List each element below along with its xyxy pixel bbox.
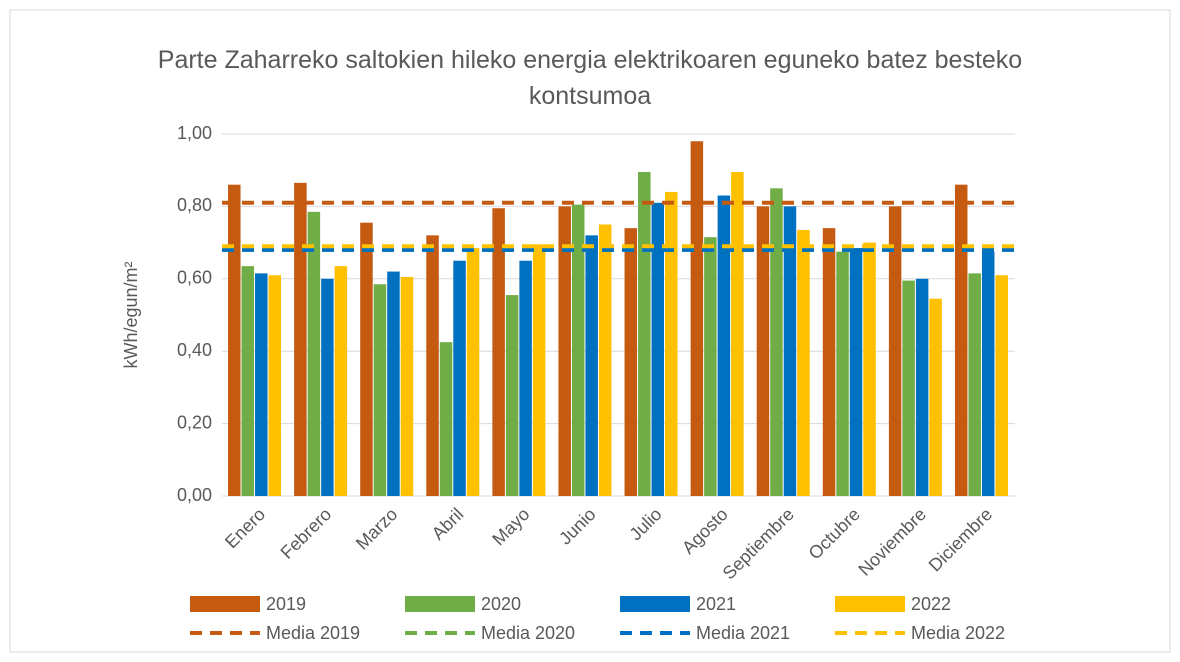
bar: [717, 195, 731, 497]
legend-label: 2019: [266, 594, 306, 614]
bar: [981, 251, 995, 496]
bar: [558, 206, 571, 496]
y-tick-label: 0,00: [177, 485, 212, 505]
legend-swatch: [190, 596, 260, 612]
bar: [783, 206, 797, 496]
bar: [400, 276, 414, 496]
bar: [756, 206, 770, 496]
bar: [915, 278, 929, 496]
bar: [704, 237, 717, 497]
legend-label: Media 2020: [481, 623, 575, 643]
bar: [902, 280, 915, 496]
bar: [360, 222, 373, 496]
y-tick-label: 0,60: [177, 268, 212, 288]
bar: [624, 228, 638, 496]
bar: [954, 184, 968, 496]
bar: [585, 235, 598, 497]
bar: [241, 266, 255, 496]
bar: [968, 273, 981, 496]
bar: [519, 260, 532, 496]
y-tick-label: 0,40: [177, 340, 212, 360]
bar: [373, 284, 387, 496]
legend-swatch: [405, 596, 475, 612]
bar: [651, 202, 665, 496]
bar: [294, 182, 307, 496]
bar: [334, 266, 348, 496]
bar: [638, 172, 651, 496]
bar: [836, 251, 849, 496]
bar: [690, 141, 704, 497]
bar: [321, 278, 334, 496]
bar: [797, 229, 810, 496]
legend-label: 2021: [696, 594, 736, 614]
bar: [268, 275, 282, 496]
legend-swatch: [620, 596, 690, 612]
legend-label: Media 2022: [911, 623, 1005, 643]
chart-title: Parte Zaharreko saltokien hileko energia…: [157, 46, 1023, 110]
bar: [863, 242, 876, 496]
bar: [571, 204, 585, 496]
y-tick-label: 0,20: [177, 412, 212, 432]
bar: [426, 235, 439, 497]
bar: [453, 260, 466, 496]
bar: [822, 228, 836, 496]
bar: [307, 211, 321, 496]
bar: [505, 295, 519, 496]
legend-label: 2022: [911, 594, 951, 614]
bar: [929, 298, 942, 496]
y-axis-label: kWh/egun/m²: [121, 261, 141, 368]
legend-label: Media 2019: [266, 623, 360, 643]
y-tick-label: 0,80: [177, 195, 212, 215]
bar: [849, 248, 863, 496]
legend-label: 2020: [481, 594, 521, 614]
bar: [731, 172, 744, 496]
bar: [492, 208, 505, 496]
bar: [995, 275, 1008, 496]
bar: [439, 342, 453, 496]
legend-label: Media 2021: [696, 623, 790, 643]
bar: [255, 273, 268, 496]
bar: [598, 224, 612, 496]
legend-swatch: [835, 596, 905, 612]
bar: [532, 244, 546, 496]
y-tick-label: 1,00: [177, 123, 212, 143]
bar: [770, 188, 783, 497]
bar: [228, 184, 241, 496]
bar: [466, 248, 480, 496]
bar: [665, 191, 678, 497]
bar: [888, 206, 902, 496]
bar: [387, 271, 400, 496]
